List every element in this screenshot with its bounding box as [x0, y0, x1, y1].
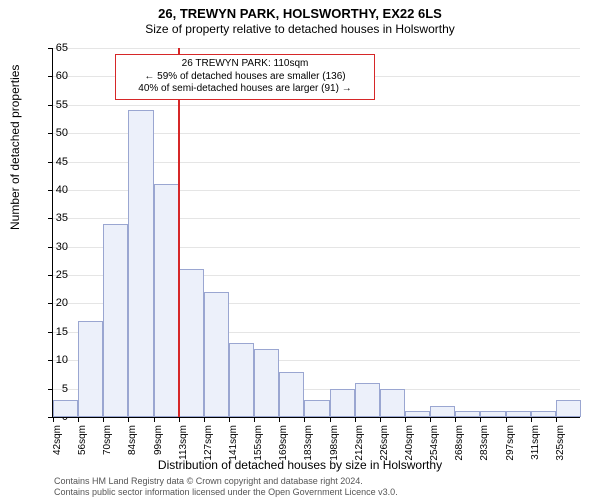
- histogram-bar: [380, 389, 405, 417]
- gridline: [53, 48, 580, 49]
- y-tick-label: 15: [44, 326, 68, 338]
- y-tick-label: 20: [44, 297, 68, 309]
- histogram-bar: [506, 411, 531, 417]
- y-tick-label: 60: [44, 70, 68, 82]
- histogram-bar: [229, 343, 254, 417]
- x-tick-mark: [204, 417, 205, 422]
- x-tick-label: 226sqm: [379, 425, 390, 465]
- annotation-line: 26 TREWYN PARK: 110sqm: [122, 58, 368, 71]
- x-tick-label: 283sqm: [479, 425, 490, 465]
- histogram-bar: [103, 224, 128, 417]
- attribution-line: Contains public sector information licen…: [54, 487, 398, 497]
- property-marker-annotation: 26 TREWYN PARK: 110sqm← 59% of detached …: [115, 54, 375, 100]
- x-tick-label: 254sqm: [429, 425, 440, 465]
- histogram-bar: [254, 349, 279, 417]
- histogram-bar: [304, 400, 329, 417]
- gridline: [53, 105, 580, 106]
- x-tick-mark: [179, 417, 180, 422]
- y-tick-label: 55: [44, 99, 68, 111]
- histogram-bar: [430, 406, 455, 417]
- x-tick-mark: [531, 417, 532, 422]
- property-marker-line: [178, 48, 180, 417]
- x-tick-mark: [506, 417, 507, 422]
- x-tick-label: 311sqm: [530, 425, 541, 465]
- x-tick-label: 113sqm: [178, 425, 189, 465]
- histogram-bar: [556, 400, 581, 417]
- annotation-line: 40% of semi-detached houses are larger (…: [122, 83, 368, 96]
- x-tick-label: 268sqm: [454, 425, 465, 465]
- chart-title: 26, TREWYN PARK, HOLSWORTHY, EX22 6LS: [0, 6, 600, 22]
- histogram-bar: [480, 411, 505, 417]
- x-tick-mark: [380, 417, 381, 422]
- x-tick-label: 127sqm: [203, 425, 214, 465]
- y-tick-label: 10: [44, 354, 68, 366]
- x-tick-label: 99sqm: [153, 425, 164, 465]
- histogram-bar: [78, 321, 103, 418]
- histogram-bar: [204, 292, 229, 417]
- x-tick-label: 297sqm: [505, 425, 516, 465]
- y-tick-label: 30: [44, 241, 68, 253]
- histogram-bar: [179, 269, 204, 417]
- chart-subtitle: Size of property relative to detached ho…: [0, 22, 600, 37]
- histogram-bar: [355, 383, 380, 417]
- x-tick-label: 155sqm: [253, 425, 264, 465]
- y-tick-label: 5: [44, 383, 68, 395]
- y-tick-label: 50: [44, 127, 68, 139]
- x-tick-label: 240sqm: [404, 425, 415, 465]
- y-tick-label: 45: [44, 156, 68, 168]
- x-tick-mark: [556, 417, 557, 422]
- y-tick-label: 40: [44, 184, 68, 196]
- annotation-line: ← 59% of detached houses are smaller (13…: [122, 71, 368, 84]
- x-tick-label: 183sqm: [303, 425, 314, 465]
- x-tick-mark: [480, 417, 481, 422]
- y-tick-label: 35: [44, 212, 68, 224]
- attribution-line: Contains HM Land Registry data © Crown c…: [54, 476, 398, 486]
- attribution-text: Contains HM Land Registry data © Crown c…: [54, 476, 398, 497]
- x-tick-mark: [128, 417, 129, 422]
- histogram-bar: [330, 389, 355, 417]
- x-tick-label: 56sqm: [77, 425, 88, 465]
- x-tick-mark: [355, 417, 356, 422]
- x-tick-label: 169sqm: [278, 425, 289, 465]
- histogram-bar: [455, 411, 480, 417]
- x-tick-mark: [304, 417, 305, 422]
- x-tick-label: 325sqm: [555, 425, 566, 465]
- x-tick-mark: [430, 417, 431, 422]
- y-tick-label: 65: [44, 42, 68, 54]
- x-tick-mark: [229, 417, 230, 422]
- y-axis-label: Number of detached properties: [8, 65, 22, 230]
- x-tick-mark: [279, 417, 280, 422]
- x-tick-label: 212sqm: [354, 425, 365, 465]
- x-tick-label: 42sqm: [52, 425, 63, 465]
- x-tick-label: 198sqm: [329, 425, 340, 465]
- x-tick-mark: [78, 417, 79, 422]
- x-tick-mark: [405, 417, 406, 422]
- chart-plot: 26 TREWYN PARK: 110sqm← 59% of detached …: [52, 48, 580, 418]
- histogram-bar: [405, 411, 430, 417]
- y-tick-label: 25: [44, 269, 68, 281]
- x-tick-mark: [254, 417, 255, 422]
- x-tick-mark: [455, 417, 456, 422]
- x-tick-mark: [154, 417, 155, 422]
- histogram-bar: [531, 411, 556, 417]
- x-tick-mark: [330, 417, 331, 422]
- histogram-bar: [279, 372, 304, 417]
- x-tick-label: 84sqm: [127, 425, 138, 465]
- x-tick-label: 141sqm: [228, 425, 239, 465]
- x-tick-mark: [103, 417, 104, 422]
- histogram-bar: [128, 110, 153, 417]
- histogram-bar: [53, 400, 78, 417]
- x-tick-label: 70sqm: [102, 425, 113, 465]
- histogram-bar: [154, 184, 179, 417]
